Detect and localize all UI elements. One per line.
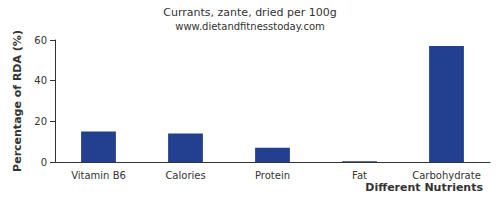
svg-text:Percentage of RDA (%): Percentage of RDA (%) — [11, 30, 24, 172]
svg-text:Fat: Fat — [352, 170, 367, 181]
svg-text:Different Nutrients: Different Nutrients — [365, 181, 483, 194]
svg-text:Currants, zante, dried per 100: Currants, zante, dried per 100g — [163, 6, 336, 19]
svg-text:www.dietandfitnesstoday.com: www.dietandfitnesstoday.com — [175, 21, 324, 32]
svg-text:20: 20 — [34, 116, 47, 127]
svg-text:60: 60 — [34, 35, 47, 46]
svg-text:Protein: Protein — [255, 170, 290, 181]
svg-text:Calories: Calories — [165, 170, 205, 181]
svg-text:0: 0 — [41, 157, 47, 168]
svg-text:Carbohydrate: Carbohydrate — [412, 170, 481, 181]
svg-text:Vitamin B6: Vitamin B6 — [71, 170, 126, 181]
svg-text:40: 40 — [34, 75, 47, 86]
